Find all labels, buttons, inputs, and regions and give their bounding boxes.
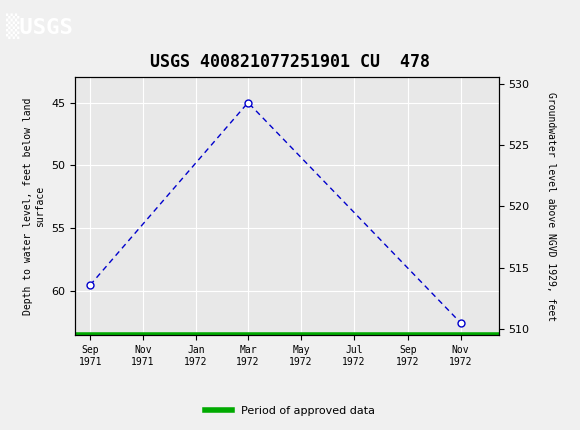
Y-axis label: Depth to water level, feet below land
surface: Depth to water level, feet below land su… bbox=[23, 98, 45, 315]
Y-axis label: Groundwater level above NGVD 1929, feet: Groundwater level above NGVD 1929, feet bbox=[546, 92, 556, 321]
Text: USGS 400821077251901 CU  478: USGS 400821077251901 CU 478 bbox=[150, 53, 430, 71]
Legend: Period of approved data: Period of approved data bbox=[200, 401, 380, 420]
Text: ▒USGS: ▒USGS bbox=[6, 13, 72, 39]
